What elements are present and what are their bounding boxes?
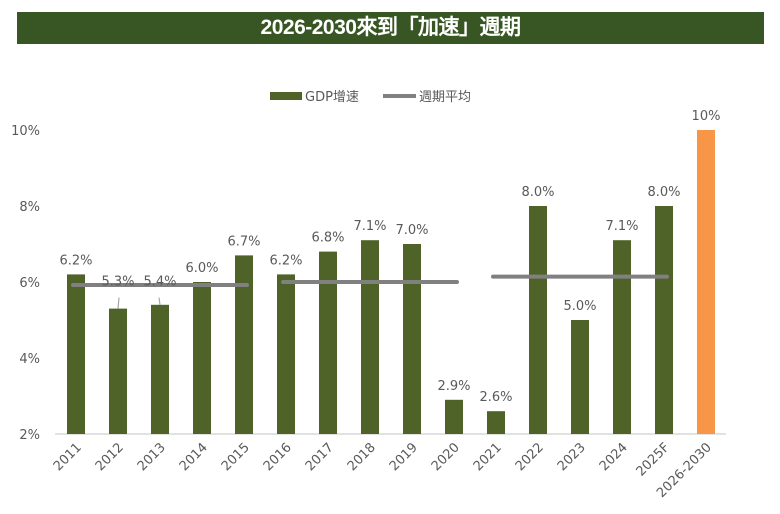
bar-2016 [277, 274, 295, 434]
data-label-2025F: 8.0% [647, 185, 680, 200]
x-tick-label: 2017 [303, 440, 337, 474]
data-label-2015: 6.7% [227, 234, 260, 249]
data-labels: 6.2% 5.3% 5.4% 6.0% 6.7% 6.2% 6.8% 7.1% 7.0% 2.9%… [59, 109, 720, 405]
y-tick-label: 10% [11, 124, 40, 139]
x-tick-label: 2018 [345, 440, 379, 474]
chart-title: 2026-2030來到「加速」週期 [17, 12, 764, 44]
data-label-2011: 6.2% [59, 253, 92, 268]
legend-label-average: 週期平均 [419, 90, 471, 105]
data-label-2022: 8.0% [521, 185, 554, 200]
bars [67, 130, 715, 434]
bar-2015 [235, 255, 253, 434]
bar-2022 [529, 206, 547, 434]
y-axis: 2% 4% 6% 8% 10% [11, 124, 40, 443]
data-label-2013: 5.4% [143, 275, 176, 290]
bar-2013 [151, 304, 169, 434]
x-axis: 2011 2012 2013 2014 2015 2016 2017 2018 2019 2020… [51, 440, 715, 501]
bar-2025F [655, 206, 673, 434]
y-tick-label: 4% [19, 352, 40, 367]
data-label-2021: 2.6% [479, 390, 512, 405]
x-tick-label: 2022 [513, 440, 547, 474]
x-tick-label: 2016 [261, 440, 295, 474]
x-tick-label: 2015 [219, 440, 253, 474]
leader-lines [117, 297, 161, 309]
x-tick-label: 2021 [471, 440, 505, 474]
data-label-2016: 6.2% [269, 253, 302, 268]
data-label-2014: 6.0% [185, 261, 218, 276]
leader-line [158, 297, 161, 305]
data-label-2018: 7.1% [353, 219, 386, 234]
bar-2021 [487, 411, 505, 434]
data-label-2026-2030: 10% [692, 109, 721, 124]
leader-line [117, 297, 120, 309]
x-tick-label: 2014 [177, 440, 211, 474]
bar-2017 [319, 251, 337, 434]
y-tick-label: 2% [19, 428, 40, 443]
x-tick-label: 2023 [555, 440, 589, 474]
bar-2014 [193, 282, 211, 434]
average-lines [71, 274, 669, 288]
data-label-2020: 2.9% [437, 379, 470, 394]
legend-label-gdp: GDP增速 [305, 90, 359, 105]
bar-2012 [109, 308, 127, 434]
x-tick-label: 2013 [135, 440, 169, 474]
data-label-2024: 7.1% [605, 219, 638, 234]
bar-2024 [613, 240, 631, 434]
bar-2011 [67, 274, 85, 434]
x-tick-label: 2024 [597, 440, 631, 474]
bar-2018 [361, 240, 379, 434]
legend: GDP增速 週期平均 [270, 90, 471, 105]
x-tick-label: 2019 [387, 440, 421, 474]
bar-2026-2030 [697, 130, 715, 434]
x-tick-label: 2025F [634, 440, 673, 479]
data-label-2023: 5.0% [563, 299, 596, 314]
x-tick-label: 2012 [93, 440, 127, 474]
bar-2023 [571, 320, 589, 434]
data-label-2019: 7.0% [395, 223, 428, 238]
y-tick-label: 6% [19, 276, 40, 291]
x-tick-label: 2020 [429, 440, 463, 474]
legend-swatch-gdp [270, 92, 302, 100]
data-label-2017: 6.8% [311, 231, 344, 246]
data-label-2012: 5.3% [101, 275, 134, 290]
y-tick-label: 8% [19, 200, 40, 215]
x-tick-label: 2011 [51, 440, 85, 474]
bar-2020 [445, 399, 463, 434]
bar-2019 [403, 244, 421, 434]
